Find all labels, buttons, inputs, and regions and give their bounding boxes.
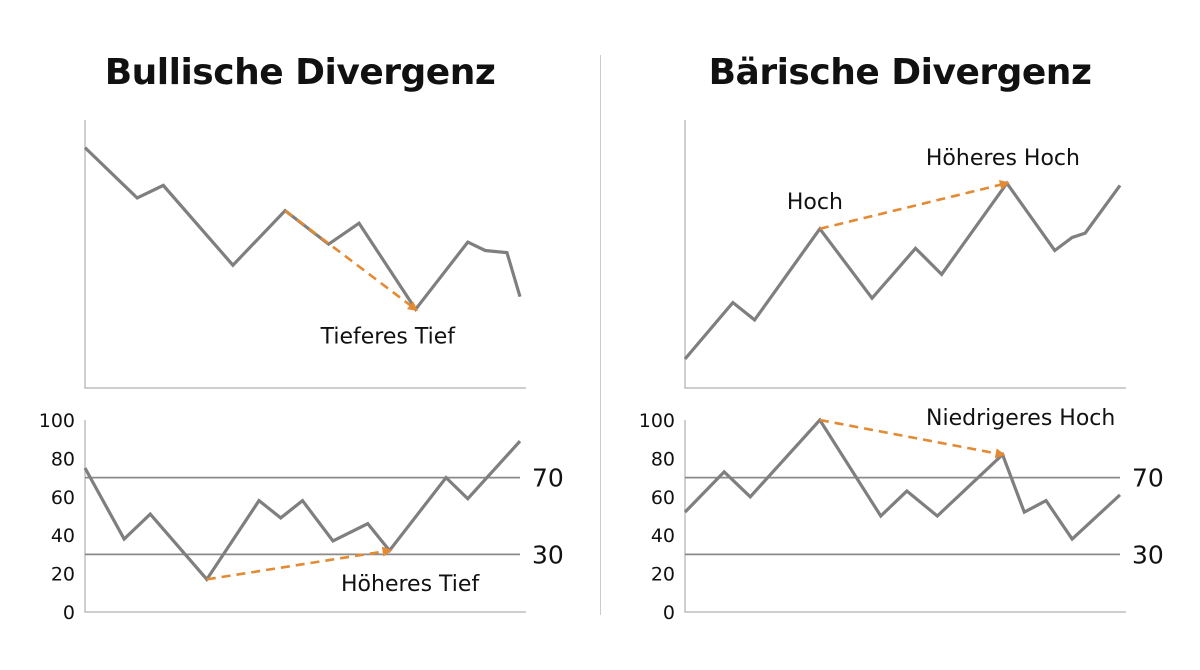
bullish-oscillator-axes [84,420,526,613]
bullish-level-label-30: 30 [532,540,564,569]
bearish-ytick-label: 80 [651,448,675,470]
label-tieferes-tief: Tieferes Tief [320,324,457,349]
bearish-level-label-70: 70 [1132,464,1164,493]
bullish-ytick-label: 40 [51,525,75,547]
bullish-ytick-label: 20 [51,564,75,586]
bearish-level-label-30: 30 [1132,540,1164,569]
bearish-oscillator-axes [684,420,1126,613]
chart-title-bullish: Bullische Divergenz [104,52,496,93]
bearish-ytick-label: 40 [651,525,675,547]
bearish-price-axes [684,120,1126,389]
bullish-price-chart: Tieferes Tief [83,120,526,389]
bearish-ytick-label: 20 [651,564,675,586]
bearish-oscillator-chart: 100 80 60 40 20 0 70 30 Niedrigeres Hoch [639,406,1164,624]
bullish-price-divergence-arrow [284,209,418,312]
bullish-level-label-70: 70 [532,464,564,493]
bearish-price-chart: Hoch Höheres Hoch [683,120,1126,389]
bearish-oscillator-line [683,417,1122,542]
bullish-oscillator-line [83,440,522,582]
bearish-price-divergence-arrow [819,180,1010,231]
bearish-ytick-label: 0 [663,602,675,624]
bearish-price-line [683,180,1122,361]
label-hoeheres-hoch: Höheres Hoch [926,146,1080,171]
bullish-ytick-label: 100 [39,410,75,432]
bearish-ytick-label: 100 [639,410,675,432]
bullish-ytick-label: 0 [63,602,75,624]
bullish-oscillator-chart: 100 80 60 40 20 0 70 30 Höheres Tief [39,410,564,624]
label-hoeheres-tief: Höheres Tief [341,572,480,597]
bullish-price-axes [84,120,526,389]
bearish-oscillator-divergence-arrow [819,418,1006,459]
bullish-ytick-label: 80 [51,448,75,470]
label-niedrigeres-hoch: Niedrigeres Hoch [926,406,1115,431]
bullish-ytick-label: 60 [51,487,75,509]
label-hoch: Hoch [787,190,843,215]
bullish-oscillator-divergence-arrow [206,546,393,581]
panel-divider [600,55,601,615]
chart-title-bearish: Bärische Divergenz [708,52,1092,93]
bearish-ytick-label: 60 [651,487,675,509]
bullish-price-line [83,146,522,313]
